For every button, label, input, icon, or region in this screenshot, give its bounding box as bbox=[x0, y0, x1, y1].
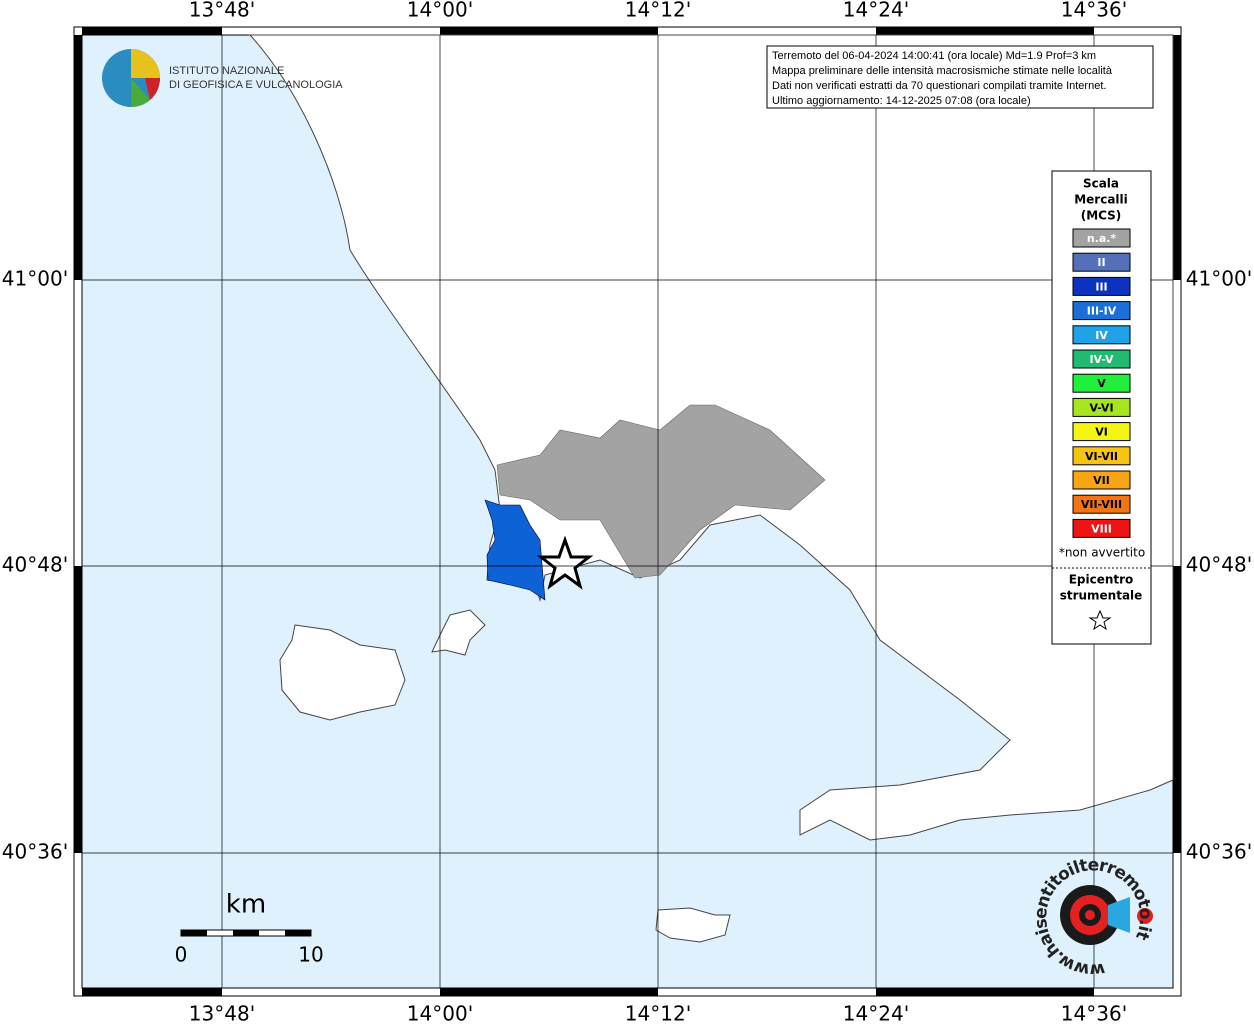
epicenter-star bbox=[536, 535, 594, 590]
lat-label: 41°00' bbox=[2, 267, 68, 291]
legend-label: VIII bbox=[1091, 522, 1112, 535]
logo-text: DI GEOFISICA E VULCANOLOGIA bbox=[169, 79, 343, 91]
legend-swatch bbox=[1072, 422, 1131, 442]
legend-title: (MCS) bbox=[1081, 209, 1122, 223]
lon-label: 14°24' bbox=[843, 0, 909, 22]
info-line: Terremoto del 06-04-2024 14:00:41 (ora l… bbox=[772, 50, 1096, 62]
lat-label: 41°00' bbox=[1186, 267, 1252, 291]
legend-swatch bbox=[1072, 518, 1131, 538]
legend-label: IV bbox=[1095, 329, 1108, 342]
ingv-logo bbox=[102, 49, 161, 108]
scale-label: 10 bbox=[298, 943, 323, 967]
legend-swatch bbox=[1072, 228, 1131, 248]
legend-star bbox=[1088, 609, 1112, 631]
scale-bar bbox=[180, 929, 312, 937]
info-line: Ultimo aggiornamento: 14-12-2025 07:08 (… bbox=[772, 95, 1031, 107]
frame-bars bbox=[74, 27, 1181, 996]
intensity-area-na bbox=[496, 404, 826, 579]
legend-swatch bbox=[1072, 349, 1131, 369]
legend-label: III bbox=[1095, 280, 1107, 293]
legend-note: *non avvertito bbox=[1059, 546, 1145, 560]
legend-label: V bbox=[1097, 377, 1106, 390]
lon-label: 14°12' bbox=[625, 0, 691, 22]
info-line: Dati non verificati estratti da 70 quest… bbox=[772, 80, 1106, 92]
legend-label: III-IV bbox=[1087, 305, 1117, 318]
legend-label: VI-VII bbox=[1085, 450, 1118, 463]
legend-swatch bbox=[1072, 397, 1131, 417]
lon-label: 14°12' bbox=[625, 1002, 691, 1025]
intensity-area-iii bbox=[484, 499, 546, 601]
legend-label: VI bbox=[1095, 426, 1108, 439]
lon-label: 14°00' bbox=[407, 1002, 473, 1025]
legend-label: n.a.* bbox=[1087, 232, 1117, 245]
lat-label: 40°48' bbox=[2, 553, 68, 577]
legend-label: V-VI bbox=[1089, 401, 1113, 414]
legend-swatch bbox=[1072, 252, 1131, 272]
lon-label: 14°00' bbox=[407, 0, 473, 22]
legend-epicenter: strumentale bbox=[1060, 589, 1143, 603]
legend-swatch bbox=[1072, 494, 1131, 514]
lon-label: 14°36' bbox=[1061, 0, 1127, 22]
legend-label: II bbox=[1097, 256, 1105, 269]
legend-swatch bbox=[1072, 276, 1131, 296]
lon-label: 13°48' bbox=[189, 0, 255, 22]
legend-title: Mercalli bbox=[1074, 193, 1128, 207]
lat-label: 40°48' bbox=[1186, 553, 1252, 577]
lat-label: 40°36' bbox=[2, 840, 68, 864]
lat-label: 40°36' bbox=[1186, 840, 1252, 864]
legend-label: VII-VIII bbox=[1081, 498, 1122, 511]
legend-swatch bbox=[1072, 373, 1131, 393]
ischia bbox=[279, 624, 406, 721]
haisentito-badge bbox=[1060, 885, 1153, 945]
legend-swatch bbox=[1072, 301, 1131, 321]
info-line: Mappa preliminare delle intensità macros… bbox=[772, 65, 1113, 77]
logo-text: ISTITUTO NAZIONALE bbox=[169, 65, 284, 77]
lon-label: 14°36' bbox=[1061, 1002, 1127, 1025]
legend-swatch bbox=[1072, 325, 1131, 345]
lon-label: 14°24' bbox=[843, 1002, 909, 1025]
lon-label: 13°48' bbox=[189, 1002, 255, 1025]
scale-unit: km bbox=[226, 890, 266, 920]
procida bbox=[431, 609, 486, 656]
legend-swatch bbox=[1072, 446, 1131, 466]
legend-swatch bbox=[1072, 470, 1131, 490]
legend-epicenter: Epicentro bbox=[1069, 573, 1134, 587]
legend-label: IV-V bbox=[1089, 353, 1114, 366]
legend-label: VII bbox=[1093, 474, 1110, 487]
legend-title: Scala bbox=[1083, 177, 1119, 191]
scale-label: 0 bbox=[175, 943, 188, 967]
info-box bbox=[766, 45, 1154, 109]
capri bbox=[655, 907, 731, 943]
